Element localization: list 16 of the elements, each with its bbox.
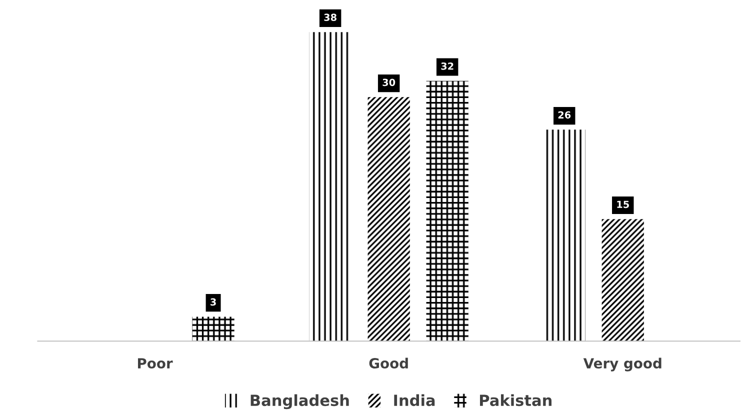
legend-label: Pakistan bbox=[480, 394, 552, 406]
legend-label: Bangladesh bbox=[250, 394, 349, 410]
data-label: 30 bbox=[382, 78, 396, 86]
data-label: 38 bbox=[324, 14, 336, 22]
data-label: 32 bbox=[441, 62, 454, 70]
legend-label: India bbox=[394, 394, 435, 406]
data-label: 26 bbox=[558, 111, 571, 119]
bar bbox=[426, 80, 468, 342]
bar bbox=[192, 316, 234, 342]
bar bbox=[368, 97, 410, 342]
data-label: 3 bbox=[210, 298, 216, 306]
data-label: 15 bbox=[617, 200, 629, 208]
x-tick-label: Poor bbox=[138, 358, 173, 369]
x-tick-label: Good bbox=[369, 358, 408, 369]
bar bbox=[602, 219, 644, 342]
x-tick-label: Very good bbox=[583, 358, 662, 372]
